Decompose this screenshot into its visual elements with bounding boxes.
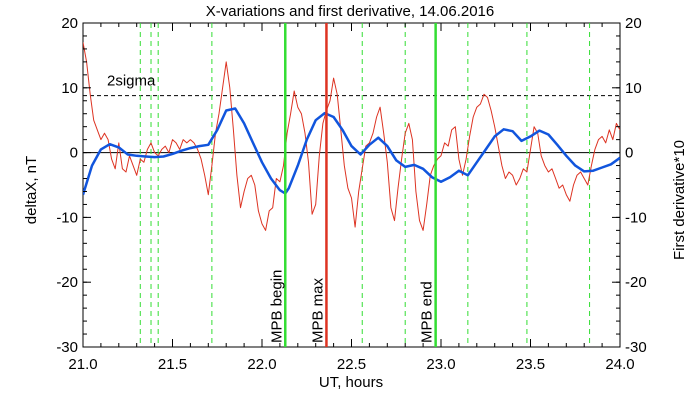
x-tick-label: 22.5 bbox=[337, 356, 366, 373]
threshold-label: 2sigma bbox=[107, 73, 156, 90]
chart-title: X-variations and first derivative, 14.06… bbox=[206, 3, 495, 20]
y-tick-label-right: -30 bbox=[625, 339, 647, 356]
x-tick-label: 22.0 bbox=[247, 356, 276, 373]
derivative-line bbox=[83, 42, 620, 231]
x-tick-label: 21.5 bbox=[158, 356, 187, 373]
y-tick-label-left: 20 bbox=[61, 15, 78, 32]
plot-area bbox=[82, 22, 621, 348]
x-tick-label: 23.5 bbox=[516, 356, 545, 373]
y-axis-label-left: deltaX, nT bbox=[23, 156, 40, 224]
y-tick-label-right: 0 bbox=[625, 145, 633, 162]
y-tick-label-right: 10 bbox=[625, 80, 642, 97]
y-tick-label-right: -20 bbox=[625, 274, 647, 291]
y-tick-label-left: -10 bbox=[56, 209, 78, 226]
x-axis-label: UT, hours bbox=[319, 374, 383, 391]
y-axis-label-right: First derivative*10 bbox=[671, 140, 688, 260]
deltax-line bbox=[83, 107, 620, 196]
x-tick-label: 23.0 bbox=[426, 356, 455, 373]
y-tick-label-left: -30 bbox=[56, 339, 78, 356]
mpb-marker-label: MPB max bbox=[309, 277, 326, 343]
x-tick-label: 24.0 bbox=[605, 356, 634, 373]
x-tick-label: 21.0 bbox=[68, 356, 97, 373]
y-tick-label-right: -10 bbox=[625, 209, 647, 226]
mpb-marker-label: MPB begin bbox=[268, 270, 285, 343]
y-tick-label-left: -20 bbox=[56, 274, 78, 291]
y-tick-label-left: 0 bbox=[70, 145, 78, 162]
mpb-marker-label: MPB end bbox=[419, 281, 436, 343]
y-tick-label-right: 20 bbox=[625, 15, 642, 32]
y-tick-label-left: 10 bbox=[61, 80, 78, 97]
